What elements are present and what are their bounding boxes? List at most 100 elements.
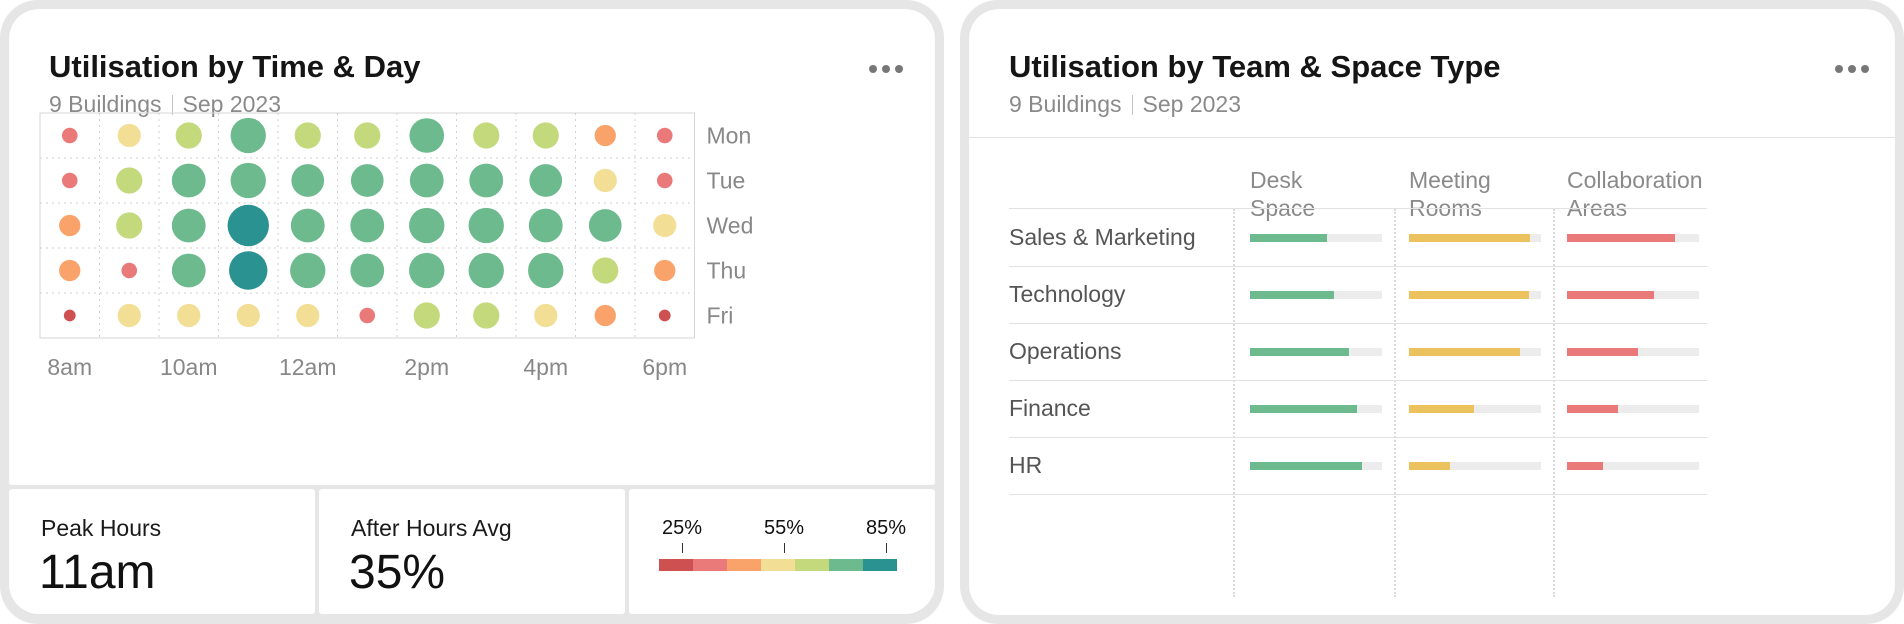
heatmap-cell-mon-4pm[interactable] xyxy=(532,122,559,149)
heatmap-cell-tue-10am[interactable] xyxy=(171,163,206,198)
heatmap-cell-tue-2pm[interactable] xyxy=(409,163,444,198)
heatmap-cell-mon-1pm[interactable] xyxy=(354,122,381,149)
utilisation-bar-track[interactable] xyxy=(1250,405,1382,413)
utilisation-bar-fill xyxy=(1250,234,1327,242)
heatmap-cell-fri-6pm[interactable] xyxy=(658,309,671,322)
heatmap-cell-mon-9am[interactable] xyxy=(117,123,141,148)
heatmap-cell-mon-12pm[interactable] xyxy=(294,122,321,149)
heatmap-cell-fri-3pm[interactable] xyxy=(473,302,500,329)
heatmap-cell-wed-1pm[interactable] xyxy=(350,208,385,243)
heatmap-cell-fri-8am[interactable] xyxy=(63,309,76,322)
subtitle-buildings: 9 Buildings xyxy=(1009,91,1122,117)
heatmap-cell-fri-12pm[interactable] xyxy=(296,303,320,328)
heatmap-cell-wed-11am[interactable] xyxy=(227,204,269,247)
heatmap-cell-thu-6pm[interactable] xyxy=(654,259,676,282)
utilisation-bar-track[interactable] xyxy=(1409,234,1541,242)
heatmap-cell-thu-2pm[interactable] xyxy=(409,252,445,289)
legend-tick-25: 25% xyxy=(661,517,703,539)
heatmap-cell-tue-11am[interactable] xyxy=(230,162,266,199)
utilisation-bar-track[interactable] xyxy=(1409,462,1541,470)
more-options-icon[interactable] xyxy=(1835,65,1869,73)
heatmap-cell-thu-3pm[interactable] xyxy=(468,252,504,289)
utilisation-bar-track[interactable] xyxy=(1409,405,1541,413)
heatmap-cell-tue-6pm[interactable] xyxy=(656,172,673,189)
heatmap-cell-wed-3pm[interactable] xyxy=(468,207,504,244)
color-scale-legend: 25% 55% 85% xyxy=(629,489,935,614)
utilisation-time-day-card: Utilisation by Time & Day 9 Buildings Se… xyxy=(0,0,944,624)
heatmap-cell-mon-11am[interactable] xyxy=(230,117,266,154)
heatmap-cell-thu-1pm[interactable] xyxy=(350,253,385,288)
heatmap-cell-wed-2pm[interactable] xyxy=(409,207,445,244)
utilisation-bar-fill xyxy=(1409,348,1520,356)
utilisation-team-space-card: Utilisation by Team & Space Type 9 Build… xyxy=(960,0,1904,624)
card-title: Utilisation by Team & Space Type xyxy=(1009,49,1501,84)
heatmap-cell-tue-1pm[interactable] xyxy=(350,164,384,197)
heatmap-frame xyxy=(39,112,695,339)
utilisation-bar-track[interactable] xyxy=(1409,291,1541,299)
heatmap-cell-tue-12pm[interactable] xyxy=(291,164,325,197)
heatmap-cell-tue-5pm[interactable] xyxy=(593,168,617,193)
heatmap-cell-tue-3pm[interactable] xyxy=(469,163,504,198)
utilisation-bar-track[interactable] xyxy=(1567,348,1699,356)
legend-swatch xyxy=(659,559,693,571)
heatmap-cell-mon-6pm[interactable] xyxy=(656,127,673,144)
heatmap-cell-fri-10am[interactable] xyxy=(177,303,201,328)
legend-swatch xyxy=(829,559,863,571)
heatmap-cell-fri-5pm[interactable] xyxy=(594,304,616,327)
utilisation-bar-fill xyxy=(1409,405,1474,413)
row-divider xyxy=(1009,323,1707,324)
heatmap-cell-fri-11am[interactable] xyxy=(236,303,260,328)
heatmap-cell-mon-2pm[interactable] xyxy=(409,118,445,153)
more-options-icon[interactable] xyxy=(869,65,903,73)
team-label: Finance xyxy=(1009,395,1091,421)
card-subtitle: 9 Buildings Sep 2023 xyxy=(1009,91,1241,118)
utilisation-bar-track[interactable] xyxy=(1567,291,1699,299)
heatmap-cell-mon-8am[interactable] xyxy=(61,127,78,144)
heatmap-cell-wed-5pm[interactable] xyxy=(588,209,622,242)
heatmap-cell-thu-11am[interactable] xyxy=(229,251,268,290)
utilisation-bar-track[interactable] xyxy=(1250,348,1382,356)
heatmap-cell-thu-9am[interactable] xyxy=(121,262,138,279)
heatmap-cell-wed-4pm[interactable] xyxy=(528,208,563,243)
heatmap-cell-thu-4pm[interactable] xyxy=(528,252,564,289)
utilisation-bar-fill xyxy=(1409,234,1531,242)
heatmap-cell-wed-12pm[interactable] xyxy=(290,208,325,243)
heatmap-cell-tue-4pm[interactable] xyxy=(529,164,563,197)
heatmap-cell-thu-8am[interactable] xyxy=(59,259,81,282)
utilisation-bar-track[interactable] xyxy=(1409,348,1541,356)
heatmap-cell-fri-2pm[interactable] xyxy=(413,302,440,329)
heatmap-cell-wed-9am[interactable] xyxy=(116,212,143,239)
subtitle-period: Sep 2023 xyxy=(1142,91,1242,117)
utilisation-bar-track[interactable] xyxy=(1250,234,1382,242)
column-separator xyxy=(1394,209,1396,597)
heatmap-cell-thu-12pm[interactable] xyxy=(290,252,326,289)
utilisation-bar-track[interactable] xyxy=(1567,462,1699,470)
utilisation-bar-fill xyxy=(1250,462,1363,470)
heatmap-cell-fri-1pm[interactable] xyxy=(359,307,376,324)
heatmap-cell-tue-8am[interactable] xyxy=(61,172,78,189)
heatmap-cell-tue-9am[interactable] xyxy=(116,167,143,194)
after-hours-value: 35% xyxy=(349,546,446,599)
utilisation-bar-fill xyxy=(1567,348,1639,356)
heatmap-cell-mon-10am[interactable] xyxy=(175,122,202,149)
utilisation-bar-track[interactable] xyxy=(1567,405,1699,413)
dot xyxy=(869,65,877,73)
heatmap-cell-wed-8am[interactable] xyxy=(59,214,81,237)
day-label-thu: Thu xyxy=(707,258,747,284)
legend-tick-mark xyxy=(886,543,887,553)
utilisation-bar-track[interactable] xyxy=(1567,234,1699,242)
utilisation-bar-track[interactable] xyxy=(1250,291,1382,299)
heatmap-cell-wed-6pm[interactable] xyxy=(653,213,677,238)
heatmap-cell-fri-9am[interactable] xyxy=(117,303,141,328)
heatmap-cell-mon-5pm[interactable] xyxy=(594,124,616,147)
hour-label-4pm: 4pm xyxy=(523,354,568,380)
row-divider xyxy=(1009,437,1707,438)
heatmap-cell-wed-10am[interactable] xyxy=(171,208,206,243)
heatmap-cell-thu-5pm[interactable] xyxy=(592,257,619,284)
legend-swatch xyxy=(863,559,897,571)
heatmap-cell-thu-10am[interactable] xyxy=(171,253,206,288)
heatmap-cell-fri-4pm[interactable] xyxy=(534,303,558,328)
utilisation-bar-track[interactable] xyxy=(1250,462,1382,470)
heatmap-cell-mon-3pm[interactable] xyxy=(473,122,500,149)
card-title: Utilisation by Time & Day xyxy=(49,49,421,84)
